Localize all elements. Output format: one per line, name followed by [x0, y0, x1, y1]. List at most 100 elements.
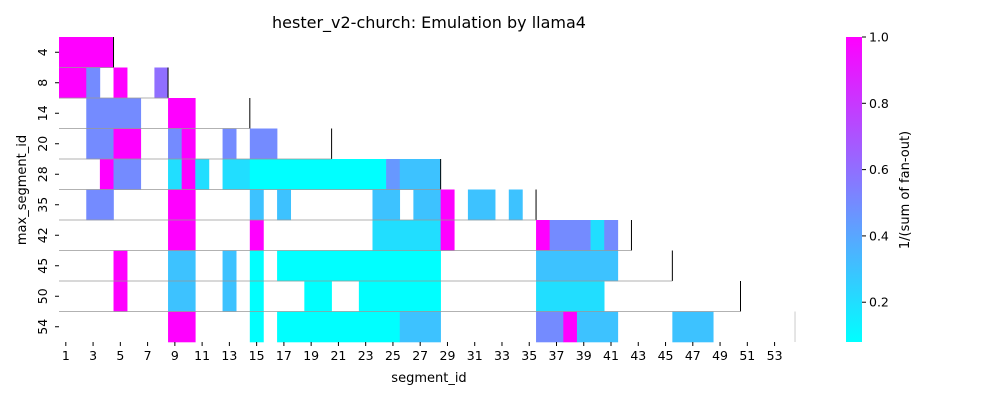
heatmap-cell: [168, 159, 182, 190]
heatmap-cell: [113, 250, 128, 282]
heatmap-cell: [249, 159, 387, 190]
heatmap-cell: [372, 220, 441, 251]
x-tick-label: 33: [494, 348, 510, 363]
y-tick-label: 50: [35, 288, 50, 304]
heatmap-cell: [113, 128, 142, 160]
heatmap-cell: [277, 311, 401, 343]
heatmap-cells: [59, 37, 714, 343]
row-separators: [59, 37, 796, 342]
x-tick-label: 1: [62, 348, 70, 363]
heatmap-cell: [222, 250, 237, 282]
heatmap-cell: [508, 189, 523, 221]
heatmap-cell: [181, 159, 196, 190]
heatmap-cell: [222, 128, 237, 160]
y-tick-label: 35: [35, 197, 50, 213]
colorbar-tick-label: 0.2: [869, 295, 889, 310]
heatmap-cell: [536, 250, 619, 282]
heatmap-cell: [86, 67, 101, 99]
heatmap-cell: [413, 189, 441, 221]
heatmap-cell: [590, 220, 605, 251]
x-tick-label: 53: [767, 348, 783, 363]
x-tick-label: 43: [630, 348, 646, 363]
heatmap-cell: [86, 98, 142, 129]
x-tick-label: 21: [330, 348, 346, 363]
x-tick-label: 9: [171, 348, 179, 363]
heatmap-cell: [440, 220, 455, 251]
heatmap-cell: [113, 159, 142, 190]
heatmap-cell: [168, 128, 182, 160]
colorbar-tick-label: 0.8: [869, 96, 889, 111]
colorbar-tick-label: 1.0: [869, 30, 889, 45]
heatmap-cell: [249, 311, 264, 343]
x-tick-label: 27: [412, 348, 428, 363]
chart-title: hester_v2-church: Emulation by llama4: [272, 13, 586, 33]
colorbar-ticks: 0.2 0.4 0.6 0.8 1.0: [862, 30, 889, 310]
x-tick-label: 29: [440, 348, 456, 363]
heatmap-cell: [168, 281, 196, 312]
y-tick-label: 54: [35, 319, 50, 335]
colorbar: [846, 37, 862, 342]
heatmap-cell: [399, 311, 441, 343]
heatmap-cell: [154, 67, 169, 99]
heatmap-cell: [168, 250, 196, 282]
x-tick-label: 15: [249, 348, 265, 363]
x-tick-label: 5: [116, 348, 124, 363]
heatmap-cell: [86, 189, 114, 221]
heatmap-cell: [249, 281, 264, 312]
x-tick-label: 11: [194, 348, 210, 363]
y-tick-label: 8: [35, 79, 50, 87]
x-tick-label: 19: [303, 348, 319, 363]
x-tick-label: 41: [603, 348, 619, 363]
x-tick-label: 37: [549, 348, 565, 363]
heatmap-cell: [59, 37, 114, 68]
x-tick-label: 17: [276, 348, 292, 363]
heatmap-cell: [386, 159, 401, 190]
x-tick-label: 31: [467, 348, 483, 363]
x-tick-label: 7: [144, 348, 152, 363]
x-tick-label: 23: [358, 348, 374, 363]
heatmap-cell: [399, 159, 441, 190]
heatmap-cell: [222, 159, 251, 190]
heatmap-cell: [181, 128, 196, 160]
heatmap-cell: [59, 67, 87, 99]
colorbar-tick-label: 0.4: [869, 228, 889, 243]
heatmap-cell: [304, 281, 332, 312]
heatmap-cell: [222, 281, 237, 312]
heatmap-cell: [358, 281, 441, 312]
heatmap-cell: [168, 220, 196, 251]
x-tick-label: 51: [739, 348, 755, 363]
x-tick-label: 25: [385, 348, 401, 363]
heatmap-cell: [195, 159, 210, 190]
heatmap-cell: [113, 281, 128, 312]
heatmap-cell: [168, 189, 196, 221]
x-tick-label: 35: [521, 348, 537, 363]
y-tick-label: 20: [35, 136, 50, 152]
y-axis-ticks: 4 8 14 20 28 35 42 45 50 54: [35, 48, 59, 335]
heatmap-cell: [467, 189, 496, 221]
x-tick-label: 39: [576, 348, 592, 363]
heatmap-cell: [277, 189, 292, 221]
heatmap-cell: [549, 220, 591, 251]
y-tick-label: 45: [35, 258, 50, 274]
heatmap-cell: [168, 311, 196, 343]
heatmap-cell: [249, 250, 264, 282]
heatmap-cell: [536, 220, 550, 251]
heatmap-cell: [672, 311, 714, 343]
heatmap-cell: [536, 311, 564, 343]
x-tick-label: 45: [658, 348, 674, 363]
heatmap-cell: [440, 189, 455, 221]
y-tick-label: 28: [35, 166, 50, 182]
heatmap-cell: [113, 67, 128, 99]
y-axis-label: max_segment_id: [15, 135, 30, 245]
heatmap-cell: [249, 189, 264, 221]
heatmap-cell: [372, 189, 401, 221]
heatmap-cell: [576, 311, 619, 343]
x-tick-label: 13: [221, 348, 237, 363]
x-axis-label: segment_id: [391, 371, 466, 386]
x-tick-label: 49: [712, 348, 728, 363]
heatmap-cell: [563, 311, 578, 343]
colorbar-label: 1/(sum of fan-out): [898, 131, 913, 249]
colorbar-tick-label: 0.6: [869, 162, 889, 177]
heatmap-cell: [99, 159, 114, 190]
